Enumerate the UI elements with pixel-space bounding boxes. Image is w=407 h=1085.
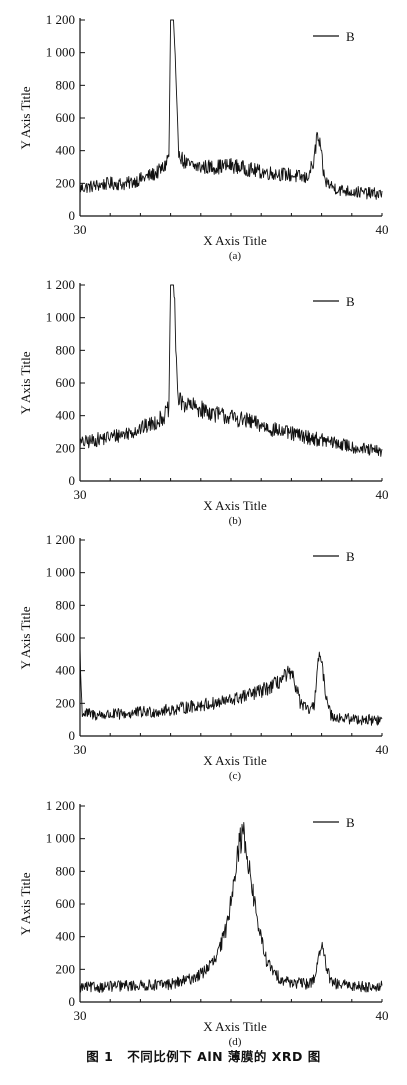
y-tick-label: 600 bbox=[56, 110, 76, 125]
legend-label: B bbox=[346, 549, 355, 564]
chart-panel-b: 0 200 400 600 800 1 000 1 200 30 40 X Axis Title Y… bbox=[0, 265, 407, 527]
y-tick-label: 800 bbox=[56, 342, 76, 357]
y-tick-label: 0 bbox=[69, 473, 76, 488]
y-tick-label: 1 000 bbox=[46, 565, 75, 580]
y-tick-label: 600 bbox=[56, 375, 76, 390]
y-tick-label: 400 bbox=[56, 408, 76, 423]
panel-label: (d) bbox=[229, 1036, 242, 1048]
y-tick-label: 800 bbox=[56, 77, 76, 92]
y-tick-label: 1 200 bbox=[46, 277, 75, 292]
y-tick-label: 1 000 bbox=[46, 45, 75, 60]
x-axis-title: X Axis Title bbox=[203, 1019, 267, 1034]
xrd-chart-c: 0 200 400 600 800 1 000 1 200 30 40 X Axis Title Y… bbox=[18, 532, 389, 782]
y-tick-label: 1 200 bbox=[46, 12, 75, 27]
x-tick-label: 40 bbox=[376, 1008, 389, 1023]
y-tick-label: 600 bbox=[56, 896, 76, 911]
figure-caption: 图 1 不同比例下 AlN 薄膜的 XRD 图 bbox=[0, 1046, 407, 1065]
y-tick-label: 800 bbox=[56, 863, 76, 878]
figure-caption-text: 不同比例下 AlN 薄膜的 XRD 图 bbox=[127, 1049, 321, 1064]
x-tick-label: 30 bbox=[74, 1008, 87, 1023]
x-tick-label: 40 bbox=[376, 222, 389, 237]
y-tick-label: 1 000 bbox=[46, 831, 75, 846]
x-axis-title: X Axis Title bbox=[203, 753, 267, 768]
x-tick-label: 40 bbox=[376, 487, 389, 502]
y-tick-label: 1 000 bbox=[46, 310, 75, 325]
y-tick-label: 400 bbox=[56, 663, 76, 678]
panel-label: (c) bbox=[229, 770, 242, 782]
y-tick-label: 200 bbox=[56, 440, 76, 455]
x-tick-label: 40 bbox=[376, 742, 389, 757]
chart-panel-c: 0 200 400 600 800 1 000 1 200 30 40 X Axis Title Y… bbox=[0, 520, 407, 782]
series-line-b bbox=[79, 822, 383, 993]
legend-label: B bbox=[346, 29, 355, 44]
y-tick-label: 400 bbox=[56, 929, 76, 944]
y-axis-title: Y Axis Title bbox=[18, 86, 33, 149]
x-axis-title: X Axis Title bbox=[203, 498, 267, 513]
y-tick-label: 200 bbox=[56, 695, 76, 710]
y-tick-label: 200 bbox=[56, 961, 76, 976]
y-tick-label: 800 bbox=[56, 597, 76, 612]
panel-label: (a) bbox=[229, 250, 242, 262]
y-tick-label: 0 bbox=[69, 208, 76, 223]
legend-label: B bbox=[346, 294, 355, 309]
chart-panel-a: 0 200 400 600 800 1 000 1 200 30 40 X Axis Title Y… bbox=[0, 0, 407, 262]
y-tick-label: 600 bbox=[56, 630, 76, 645]
y-tick-label: 0 bbox=[69, 728, 76, 743]
y-axis-title: Y Axis Title bbox=[18, 872, 33, 935]
x-tick-label: 30 bbox=[74, 222, 87, 237]
y-axis-title: Y Axis Title bbox=[18, 606, 33, 669]
y-axis-title: Y Axis Title bbox=[18, 351, 33, 414]
y-tick-label: 400 bbox=[56, 143, 76, 158]
y-tick-label: 200 bbox=[56, 175, 76, 190]
x-tick-label: 30 bbox=[74, 742, 87, 757]
x-axis-title: X Axis Title bbox=[203, 233, 267, 248]
chart-panel-d: 0 200 400 600 800 1 000 1 200 30 40 X Axis Title Y… bbox=[0, 786, 407, 1048]
xrd-chart-a: 0 200 400 600 800 1 000 1 200 30 40 X Axis Title Y… bbox=[18, 12, 389, 262]
y-tick-label: 1 200 bbox=[46, 798, 75, 813]
x-tick-label: 30 bbox=[74, 487, 87, 502]
figure-number: 图 1 bbox=[86, 1049, 114, 1064]
series-line-b bbox=[79, 19, 383, 200]
y-tick-label: 0 bbox=[69, 994, 76, 1009]
series-line-b bbox=[79, 284, 383, 457]
legend-label: B bbox=[346, 815, 355, 830]
y-tick-label: 1 200 bbox=[46, 532, 75, 547]
xrd-chart-d: 0 200 400 600 800 1 000 1 200 30 40 X Axis Title Y… bbox=[18, 798, 389, 1048]
xrd-chart-b: 0 200 400 600 800 1 000 1 200 30 40 X Axis Title Y… bbox=[18, 277, 389, 527]
panel-label: (b) bbox=[229, 515, 242, 527]
series-line-b bbox=[79, 646, 383, 726]
